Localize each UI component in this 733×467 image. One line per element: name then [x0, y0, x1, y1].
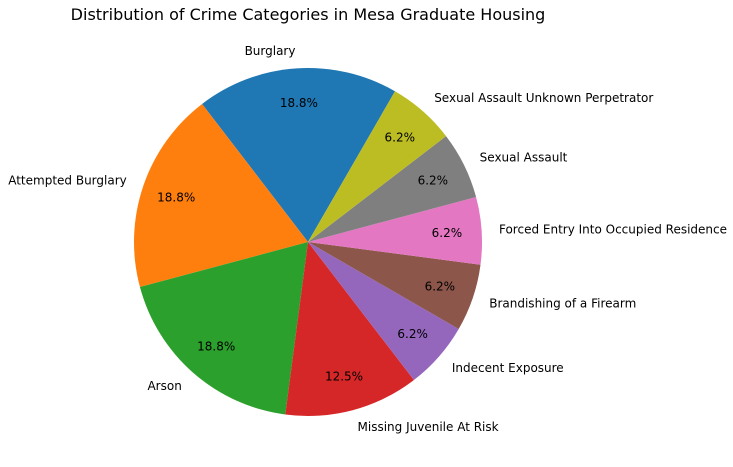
- chart-title: Distribution of Crime Categories in Mesa…: [71, 5, 546, 24]
- pie-slice-1: [134, 103, 308, 288]
- pie-slice-3: [285, 242, 414, 416]
- pie-percent-label-5: 6.2%: [425, 280, 456, 294]
- pie-slice-6: [308, 196, 482, 265]
- pie-category-label-7: Sexual Assault: [480, 150, 568, 164]
- pie-percent-label-2: 18.8%: [197, 340, 235, 354]
- pie-slice-0: [202, 68, 395, 243]
- pie-category-label-0: Burglary: [245, 44, 296, 58]
- pie-category-label-6: Forced Entry Into Occupied Residence: [499, 222, 727, 236]
- pie-category-label-8: Sexual Assault Unknown Perpetrator: [434, 91, 653, 105]
- pie-percent-label-4: 6.2%: [397, 327, 428, 341]
- pie-category-label-4: Indecent Exposure: [452, 361, 564, 375]
- pie-slice-4: [308, 242, 459, 381]
- pie-percent-label-7: 6.2%: [418, 173, 449, 187]
- pie-category-label-5: Brandishing of a Firearm: [489, 297, 636, 311]
- pie-percent-label-8: 6.2%: [385, 130, 416, 144]
- pie-percent-label-6: 6.2%: [432, 226, 463, 240]
- pie-slice-5: [308, 242, 481, 329]
- pie-percent-label-0: 18.8%: [280, 96, 318, 110]
- pie-slice-7: [308, 136, 477, 242]
- pie-slice-2: [139, 242, 308, 415]
- pie-category-label-1: Attempted Burglary: [8, 173, 127, 187]
- pie-slice-8: [308, 91, 447, 242]
- pie-slices: [134, 68, 482, 416]
- pie-category-labels: Burglary Attempted Burglary Arson Missing J…: [8, 44, 727, 434]
- pie-percent-label-1: 18.8%: [157, 190, 195, 204]
- pie-percent-labels: 18.8% 18.8% 18.8% 12.5% 6.2% 6.2% 6.2% 6.2% 6.2%: [157, 96, 462, 383]
- pie-percent-label-3: 12.5%: [325, 369, 363, 383]
- pie-category-label-2: Arson: [147, 379, 181, 393]
- pie-category-label-3: Missing Juvenile At Risk: [358, 420, 499, 434]
